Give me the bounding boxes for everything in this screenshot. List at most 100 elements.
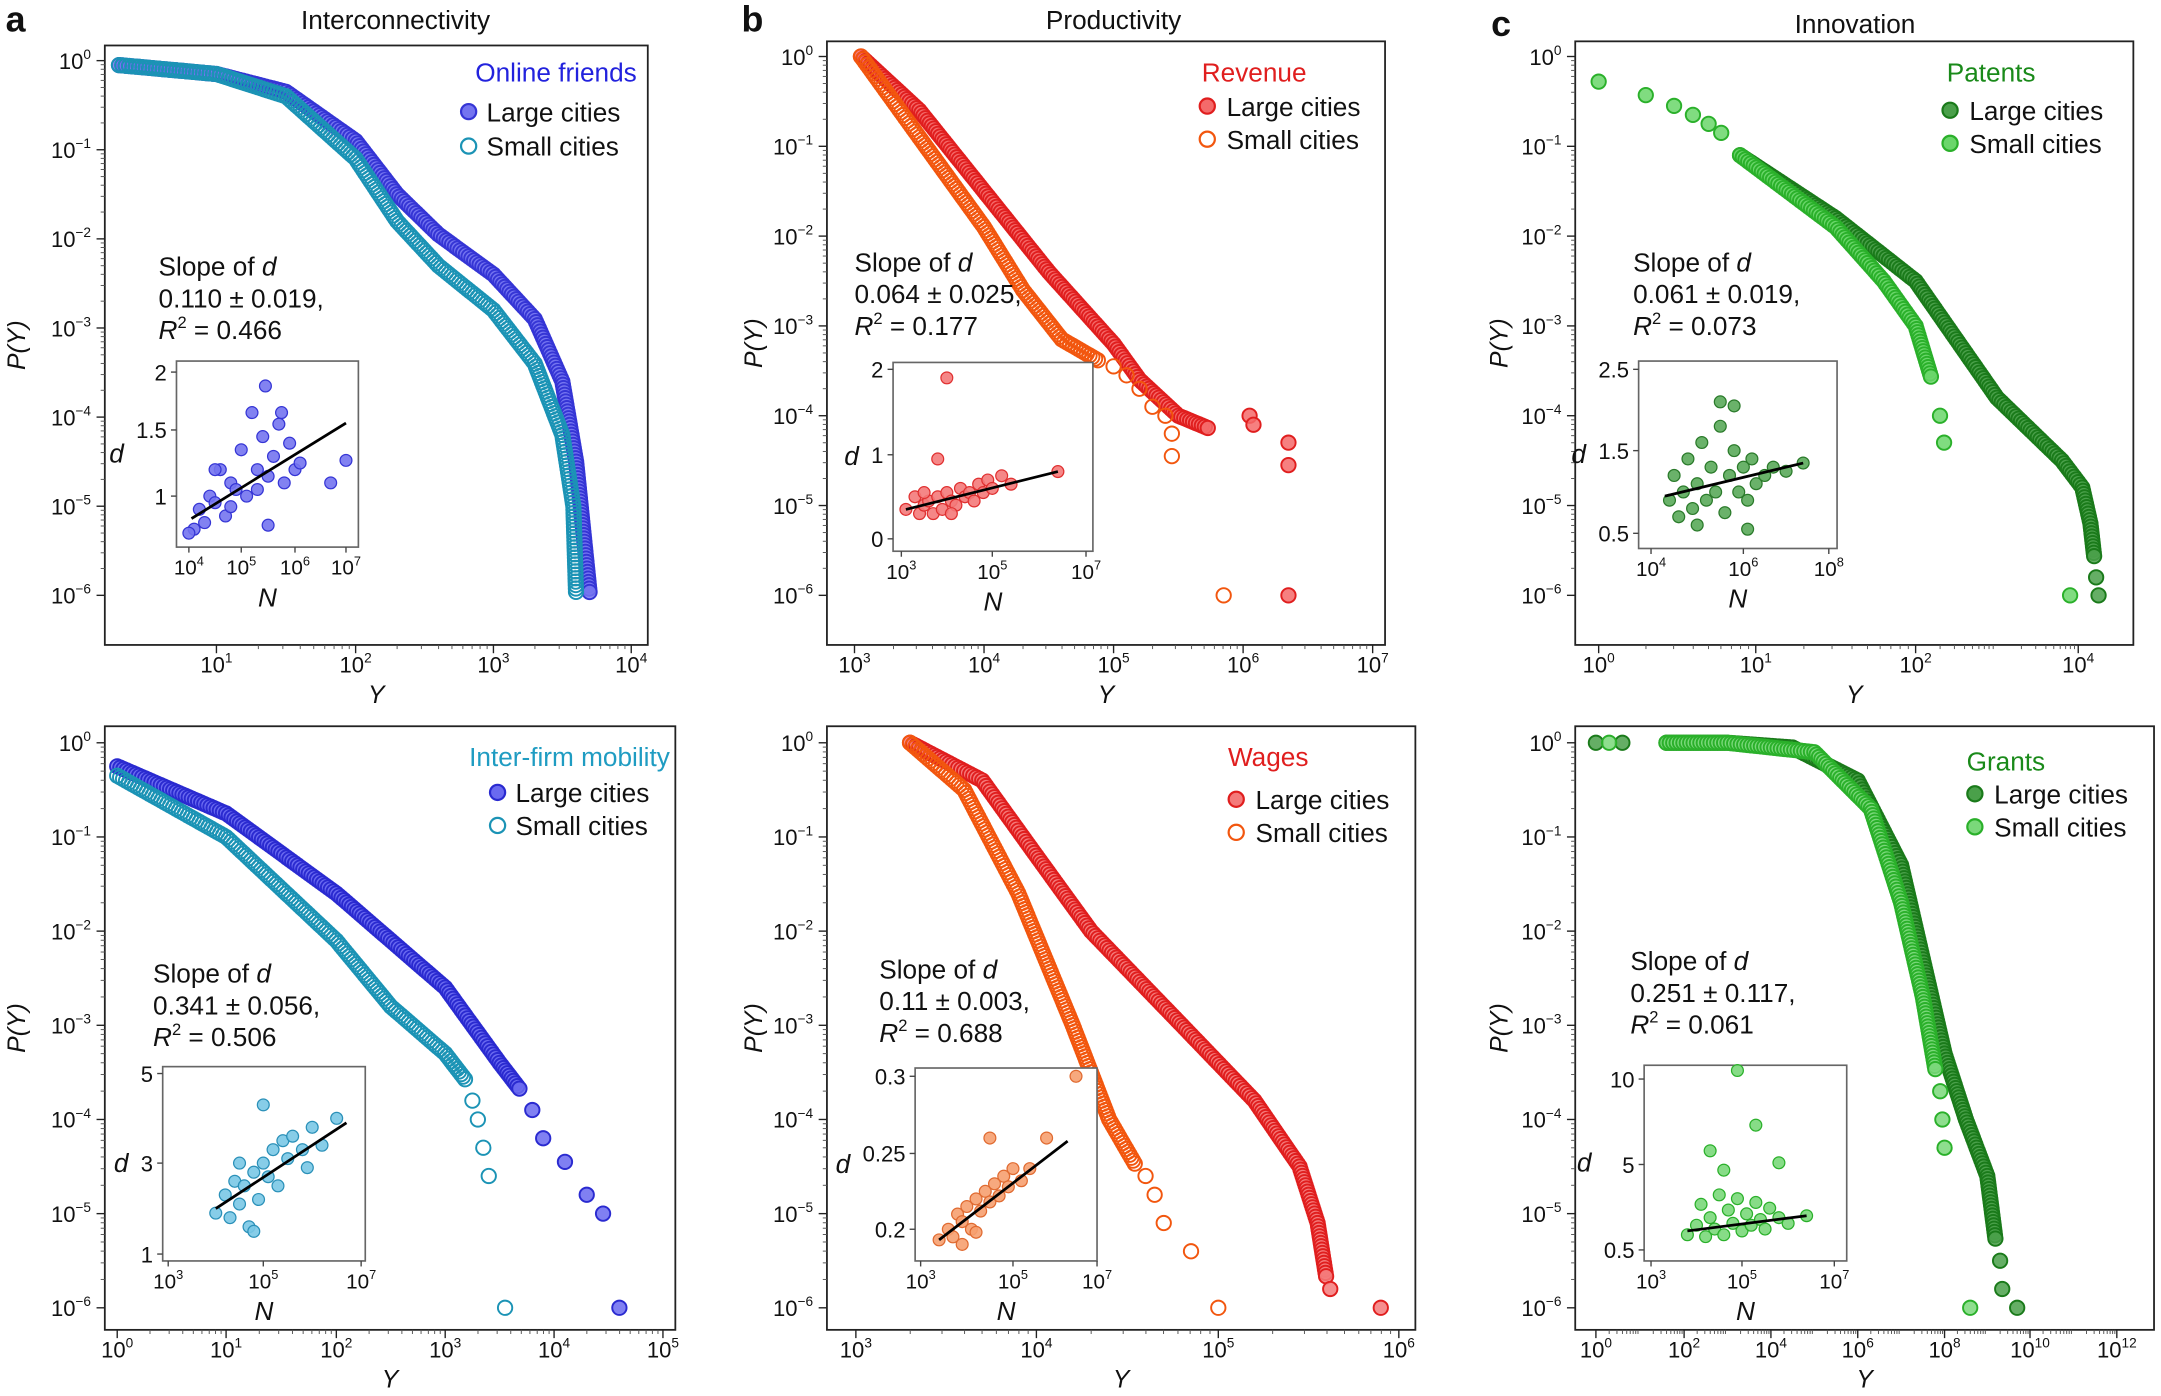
inset-point <box>271 1179 285 1193</box>
large-cities-point <box>1934 1111 1951 1128</box>
inset-x-label: N <box>255 1296 274 1326</box>
inset-x-tick-label: 103 <box>906 1267 936 1293</box>
panel-5: 100 10−1 10−2 10−3 10−4 10−5 10−6 103 104 105 106 P… <box>741 725 1417 1394</box>
r-superscript: 2 <box>172 1020 181 1039</box>
inset-point <box>240 489 254 503</box>
large-cities-point <box>1199 419 1216 437</box>
large-cities-point <box>1245 416 1262 433</box>
legend: Online friends Large cities Small cities <box>459 57 637 162</box>
large-cities-point <box>1637 86 1654 104</box>
y-tick-label: 10−5 <box>1521 1200 1561 1227</box>
r-value: = 0.073 <box>1661 311 1756 341</box>
inset-point <box>256 1156 270 1170</box>
x-axis-label: Y <box>382 1367 401 1394</box>
series-small-cities <box>1601 734 1979 1316</box>
legend-marker-large <box>1966 785 1984 803</box>
inset-point <box>224 500 238 514</box>
inset-y-tick-label: 0.25 <box>863 1142 906 1167</box>
small-cities-point <box>456 1071 474 1088</box>
inset-point <box>1732 485 1746 499</box>
inset-x-tick-label: 107 <box>1071 557 1101 583</box>
inset-point <box>275 406 289 420</box>
inset-x-tick-label: 106 <box>280 553 310 579</box>
panel-title: Innovation <box>1795 9 1916 39</box>
small-cities-point <box>469 1111 486 1128</box>
y-tick-label: 10−3 <box>1521 1012 1561 1039</box>
inset-point <box>1686 501 1700 516</box>
inset-point <box>1717 1163 1731 1177</box>
panel-title: Productivity <box>1046 5 1182 35</box>
y-tick-label: 100 <box>59 729 92 756</box>
inset-x-tick-label: 108 <box>1814 555 1844 581</box>
inset-point <box>931 452 945 466</box>
x-tick-label: 101 <box>1740 651 1772 678</box>
x-tick-label: 1012 <box>2097 1335 2137 1362</box>
y-tick-label: 10−1 <box>773 823 813 850</box>
large-cities-point <box>1280 434 1297 451</box>
inset-y-tick-label: 1 <box>141 1242 153 1267</box>
inset-point <box>1667 468 1681 482</box>
legend-label: Small cities <box>515 811 647 841</box>
y-tick-label: 100 <box>1529 43 1562 70</box>
y-tick-label: 10−4 <box>51 1106 91 1133</box>
panel-title: Interconnectivity <box>301 5 491 35</box>
large-cities-point <box>1713 124 1730 141</box>
small-cities-point <box>496 1299 514 1316</box>
y-tick-label: 10−5 <box>51 1200 91 1227</box>
inset-point <box>1749 1195 1763 1210</box>
inset-point <box>251 1192 266 1207</box>
series-small-cities <box>852 48 1232 604</box>
inset-x-tick-label: 105 <box>998 1267 1028 1293</box>
slope-annotation-title: Slope of d <box>1630 946 1749 976</box>
y-tick-label: 10−1 <box>1521 823 1561 850</box>
x-axis-label: Y <box>1113 1367 1132 1394</box>
inset-point <box>232 1197 247 1211</box>
inset-y-tick-label: 2.5 <box>1598 358 1629 383</box>
slope-variable: d <box>1736 247 1752 277</box>
legend-marker-small <box>488 816 507 835</box>
large-cities-point <box>2085 548 2103 565</box>
small-cities-point <box>1124 1152 1142 1169</box>
inset-point <box>1703 1144 1717 1158</box>
inset-point <box>330 1111 344 1125</box>
slope-annotation-title: Slope of d <box>879 954 998 984</box>
x-tick-label: 106 <box>1383 1335 1415 1362</box>
inset-point <box>339 453 353 467</box>
small-cities-point <box>1105 358 1122 375</box>
plot-frame <box>1574 725 2155 1331</box>
x-tick-label: 105 <box>647 1335 680 1362</box>
x-tick-label: 103 <box>477 651 509 678</box>
small-cities-point <box>452 1065 470 1083</box>
legend-marker-large <box>1198 97 1216 115</box>
inset-point <box>967 494 981 508</box>
slope-variable: d <box>1734 946 1750 976</box>
x-axis-label: Y <box>368 682 387 709</box>
inset-y-tick-label: 0.5 <box>1598 522 1629 547</box>
y-axis-label: P(Y) <box>1487 1003 1514 1053</box>
inset-y-tick-label: 1 <box>871 443 883 468</box>
legend-marker-small <box>1941 134 1959 153</box>
inset-y-tick-label: 5 <box>1622 1153 1634 1178</box>
slope-value: 0.341 ± 0.056, <box>153 990 320 1020</box>
plot-area <box>901 734 1389 1316</box>
inset-point <box>1727 399 1741 413</box>
slope-annotation-title: Slope of d <box>854 247 973 277</box>
inset-point <box>1745 452 1759 466</box>
inset-point <box>955 1237 969 1251</box>
small-cities-point <box>1146 1186 1163 1203</box>
large-cities-point <box>1962 1299 1979 1316</box>
slope-variable: d <box>958 247 974 277</box>
r-value: = 0.506 <box>181 1022 276 1052</box>
large-cities-point <box>1936 1139 1953 1156</box>
inset-y-tick-label: 0.5 <box>1604 1238 1635 1263</box>
x-tick-label: 104 <box>1755 1335 1788 1362</box>
slope-variable: d <box>983 954 999 984</box>
legend-label: Large cities <box>515 778 649 808</box>
legend-marker-small <box>1966 818 1984 836</box>
fit-line <box>190 421 347 520</box>
y-tick-label: 10−6 <box>773 1294 813 1321</box>
slope-label: Slope of <box>854 247 957 277</box>
small-cities-point <box>454 1068 472 1085</box>
inset-x-tick-label: 103 <box>886 557 916 583</box>
